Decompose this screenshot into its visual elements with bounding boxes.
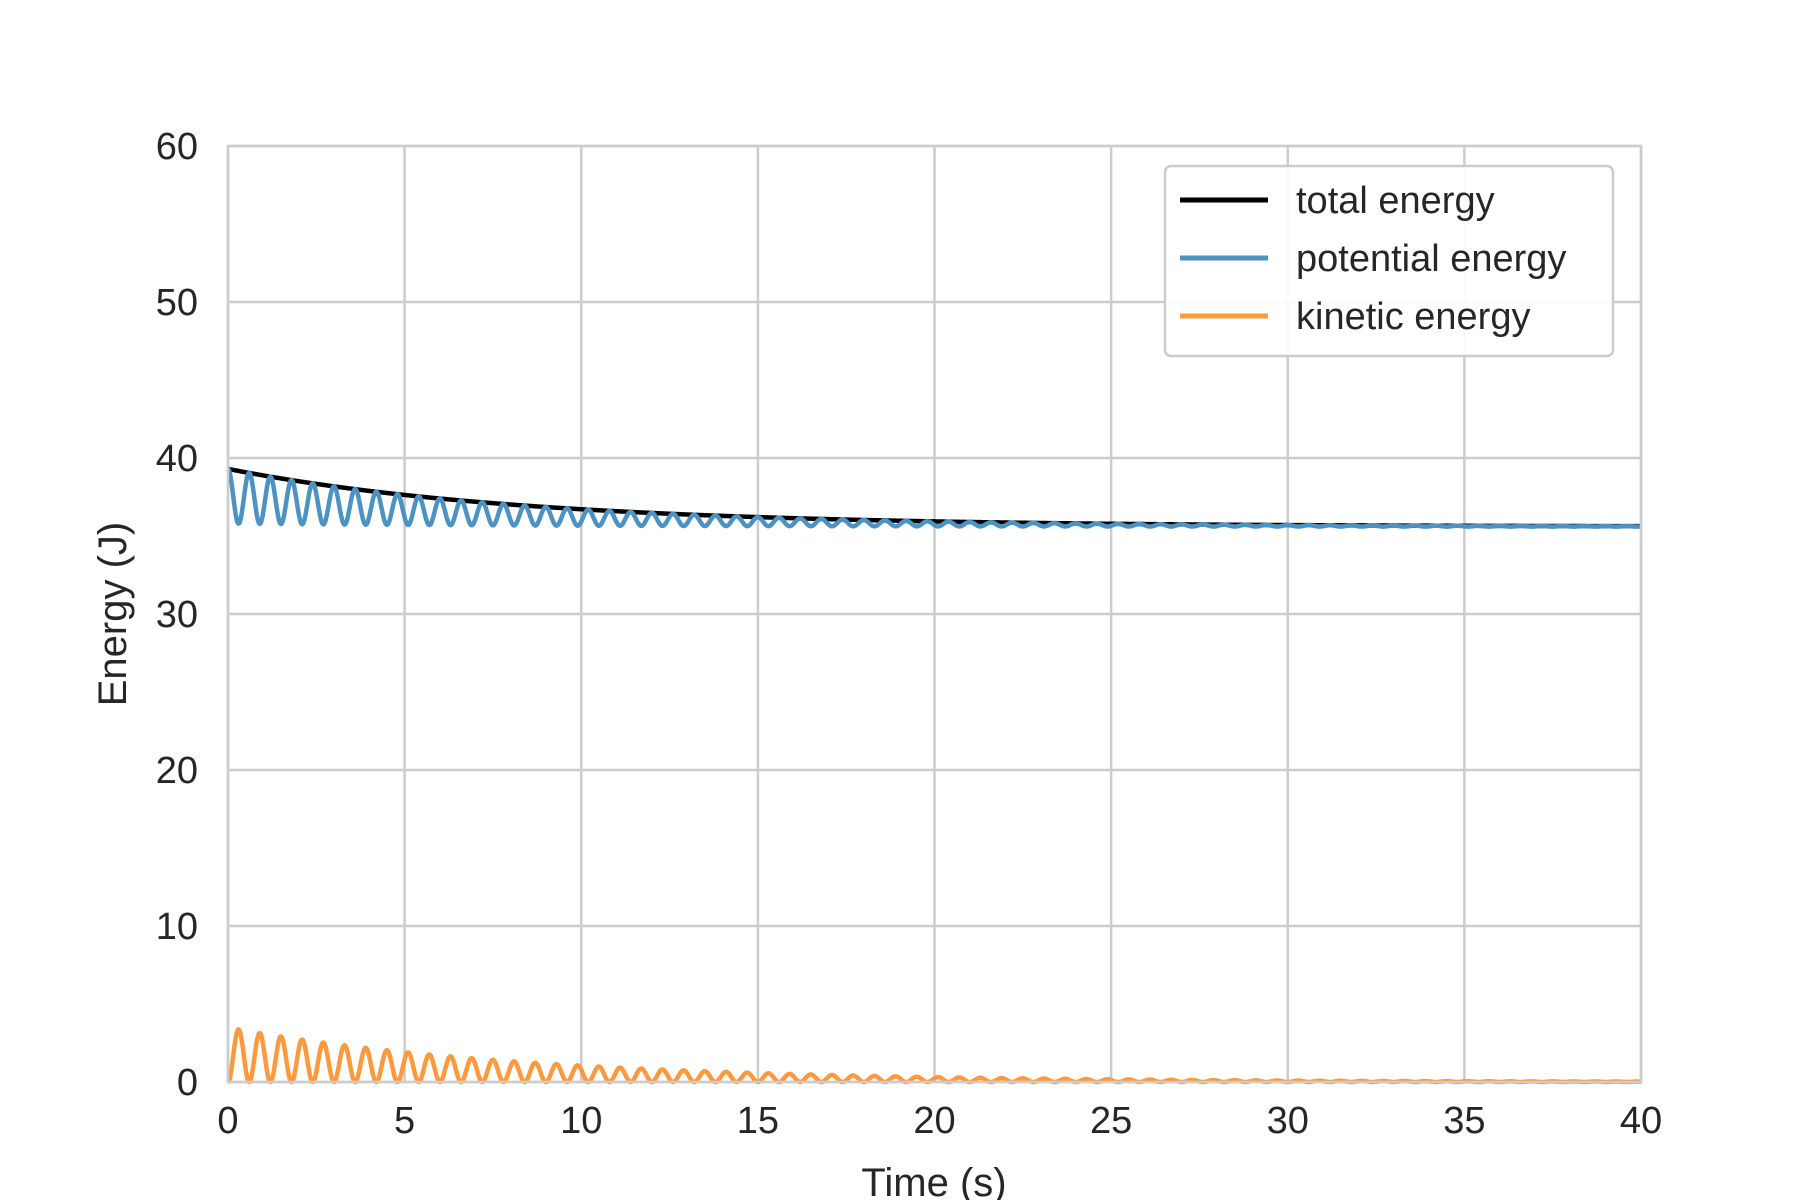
y-axis-label: Energy (J) <box>91 522 135 707</box>
x-tick-label: 20 <box>913 1100 955 1142</box>
legend: total energy potential energy kinetic ener… <box>1163 164 1615 358</box>
y-tick-label: 10 <box>156 906 198 948</box>
tick-labels: 0 5 10 15 20 25 30 35 40 0 10 20 30 40 50 60 <box>156 126 1662 1142</box>
y-tick-label: 60 <box>156 126 198 168</box>
legend-box <box>1163 164 1615 358</box>
y-tick-label: 30 <box>156 594 198 636</box>
x-tick-label: 40 <box>1620 1100 1662 1142</box>
y-tick-label: 40 <box>156 438 198 480</box>
y-tick-label: 0 <box>177 1062 198 1104</box>
plot-frame <box>226 144 1643 1084</box>
x-axis-label: Time (s) <box>861 1161 1006 1200</box>
legend-label: potential energy <box>1296 238 1566 280</box>
x-tick-label: 5 <box>394 1100 415 1142</box>
x-tick-label: 10 <box>560 1100 602 1142</box>
y-tick-label: 20 <box>156 750 198 792</box>
y-tick-label: 50 <box>156 282 198 324</box>
x-tick-label: 0 <box>217 1100 238 1142</box>
legend-label: kinetic energy <box>1296 296 1530 338</box>
legend-label: total energy <box>1296 180 1495 222</box>
x-tick-label: 25 <box>1090 1100 1132 1142</box>
grid <box>226 144 1643 1084</box>
x-tick-label: 30 <box>1267 1100 1309 1142</box>
x-tick-label: 35 <box>1443 1100 1485 1142</box>
x-tick-label: 15 <box>737 1100 779 1142</box>
series-line-potential-energy <box>226 466 1643 529</box>
